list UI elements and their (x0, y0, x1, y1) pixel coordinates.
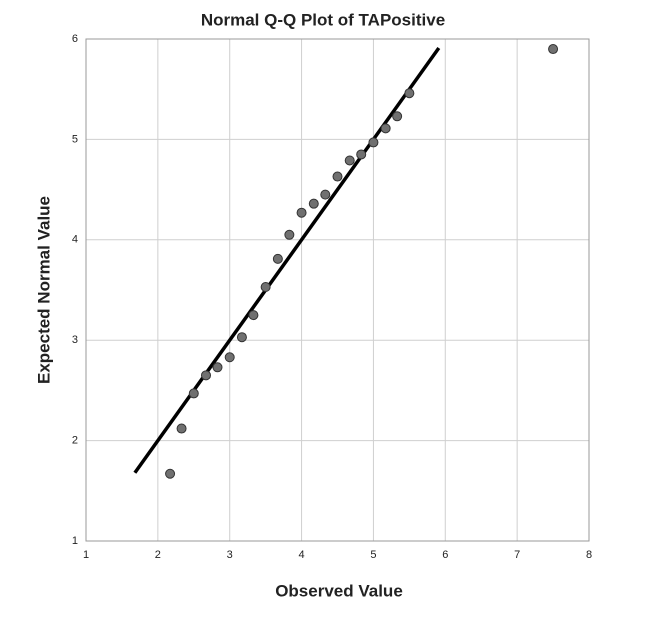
data-point (392, 111, 403, 122)
x-tick-label: 8 (586, 549, 592, 561)
data-point (368, 137, 379, 148)
data-point (548, 44, 559, 55)
x-tick-label: 3 (227, 549, 233, 561)
data-point (260, 281, 271, 292)
data-point (224, 352, 235, 363)
data-point (236, 332, 247, 343)
x-tick-label: 4 (299, 549, 305, 561)
data-point (284, 229, 295, 240)
y-tick-label: 3 (72, 334, 78, 346)
y-tick-label: 6 (72, 33, 78, 45)
data-point (404, 88, 415, 99)
y-tick-label: 5 (72, 133, 78, 145)
x-axis-label: Observed Value (275, 581, 403, 600)
data-point (165, 468, 176, 479)
data-point (380, 123, 391, 134)
data-point (272, 253, 283, 264)
y-tick-label: 2 (72, 435, 78, 447)
data-point (188, 388, 199, 399)
data-point (356, 149, 367, 160)
data-point (332, 171, 343, 182)
x-tick-label: 7 (514, 549, 520, 561)
data-point (344, 155, 355, 166)
x-tick-label: 5 (370, 549, 376, 561)
data-point (212, 362, 223, 373)
data-point (176, 423, 187, 434)
y-axis-label: Expected Normal Value (34, 196, 53, 384)
reference-line (133, 47, 441, 474)
data-point (248, 310, 259, 321)
data-point (296, 207, 307, 218)
x-tick-label: 1 (83, 549, 89, 561)
chart-title: Normal Q-Q Plot of TAPositive (201, 10, 445, 29)
y-tick-label: 4 (72, 234, 78, 246)
x-tick-label: 6 (442, 549, 448, 561)
data-point (320, 189, 331, 200)
y-tick-label: 1 (72, 535, 78, 547)
data-point (201, 370, 212, 381)
x-tick-label: 2 (155, 549, 161, 561)
data-point (308, 198, 319, 209)
plot-frame (85, 38, 590, 542)
